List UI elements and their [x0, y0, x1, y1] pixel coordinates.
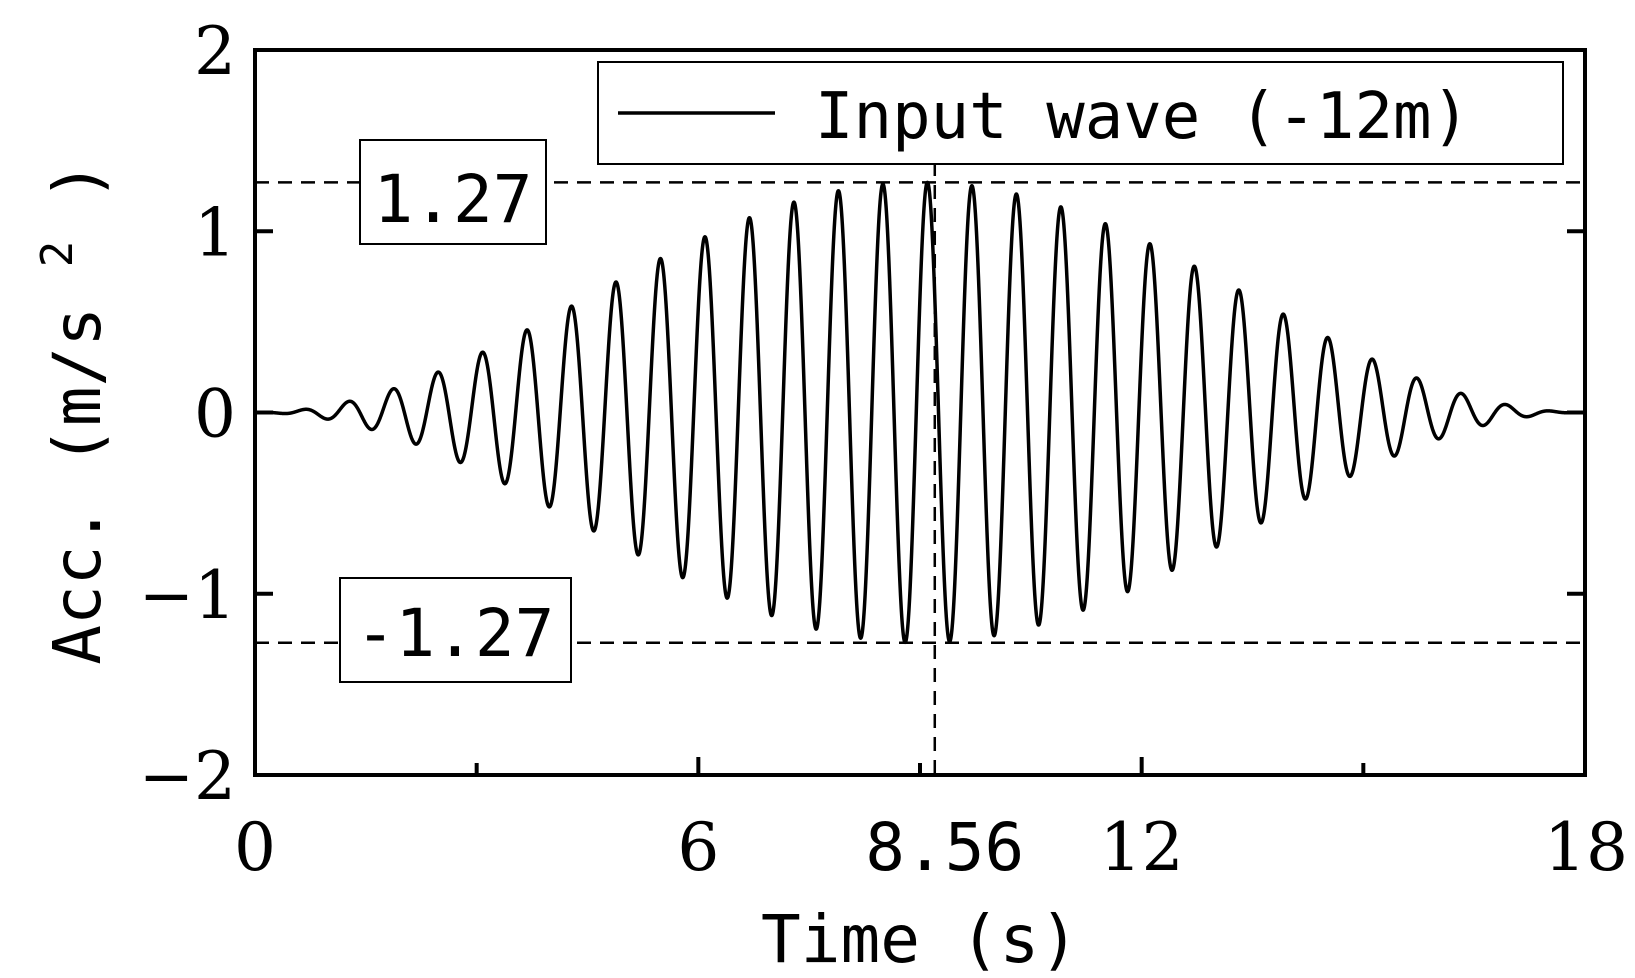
series-line-input-wave [253, 180, 1587, 645]
annotation-box-lower [339, 577, 572, 683]
x-tick-label: 8.56 [865, 809, 1024, 886]
x-tick-label: 0 [234, 809, 276, 886]
annotation-lower: -1.27 [356, 595, 555, 672]
y-tick-label: −2 [139, 738, 236, 815]
x-tick-labels: 0 6 8.56 12 18 [234, 809, 1628, 886]
legend-label: Input wave (-12m) [815, 80, 1470, 154]
x-axis-label: Time (s) [761, 901, 1079, 978]
y-tick-labels: 2 1 0 −1 −2 [139, 13, 236, 815]
y-axis-label-main: Acc. [39, 506, 116, 665]
axis-ticks [253, 48, 1587, 777]
svg-text:Acc. (m/s: Acc. (m/s 2 ) [11, 161, 116, 664]
x-tick-label: 18 [1544, 809, 1628, 886]
y-axis-label-sup: 2 [32, 241, 83, 268]
y-axis-label-close: ) [39, 161, 116, 201]
y-tick-label: 2 [194, 13, 236, 90]
annotation-box-upper [359, 139, 547, 245]
y-axis-label-unit: (m/s [39, 307, 116, 466]
annotation-upper: 1.27 [374, 161, 533, 238]
x-tick-label: 12 [1100, 809, 1184, 886]
y-tick-label: 0 [194, 376, 236, 453]
y-tick-label: 1 [194, 194, 236, 271]
y-axis-label: Acc. (m/s 2 ) [11, 161, 116, 664]
x-tick-label: 6 [677, 809, 719, 886]
y-tick-label: −1 [139, 557, 236, 634]
